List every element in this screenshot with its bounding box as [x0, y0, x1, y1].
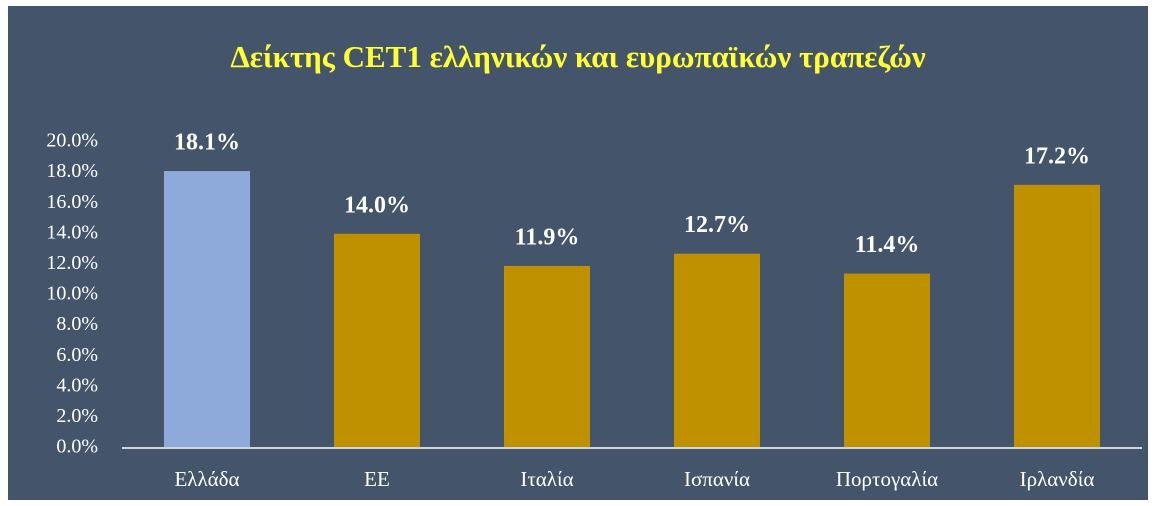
- bar: [844, 273, 930, 448]
- y-tick-label: 10.0%: [46, 283, 98, 305]
- y-tick-label: 6.0%: [56, 344, 98, 366]
- data-label: 18.1%: [174, 130, 240, 156]
- bar: [334, 233, 420, 448]
- data-label: 11.4%: [855, 232, 920, 258]
- data-label: 12.7%: [684, 212, 750, 238]
- x-tick-label: Ισπανία: [684, 467, 750, 491]
- x-tick-label: Πορτογαλία: [836, 467, 938, 491]
- y-tick-label: 14.0%: [46, 221, 98, 243]
- y-tick-label: 2.0%: [56, 405, 98, 427]
- y-tick-label: 8.0%: [56, 313, 98, 335]
- x-tick-label: Ελλάδα: [174, 467, 239, 491]
- y-tick-label: 20.0%: [46, 130, 98, 152]
- chart-title: Δείκτης CET1 ελληνικών και ευρωπαϊκών τρ…: [230, 39, 925, 74]
- bar: [504, 265, 590, 448]
- y-tick-label: 0.0%: [56, 436, 98, 458]
- bar: [674, 253, 760, 448]
- data-label: 11.9%: [515, 224, 580, 250]
- data-label: 14.0%: [344, 192, 410, 218]
- x-tick-label: Ιρλανδία: [1020, 467, 1095, 491]
- x-tick-label: Ιταλία: [520, 467, 573, 491]
- data-label: 17.2%: [1024, 143, 1090, 169]
- y-tick-label: 16.0%: [46, 191, 98, 213]
- y-tick-label: 4.0%: [56, 374, 98, 396]
- x-tick-label: ΕΕ: [364, 467, 390, 491]
- bar: [164, 171, 250, 448]
- bar: [1014, 184, 1100, 448]
- y-tick-label: 18.0%: [46, 160, 98, 182]
- y-tick-label: 12.0%: [46, 252, 98, 274]
